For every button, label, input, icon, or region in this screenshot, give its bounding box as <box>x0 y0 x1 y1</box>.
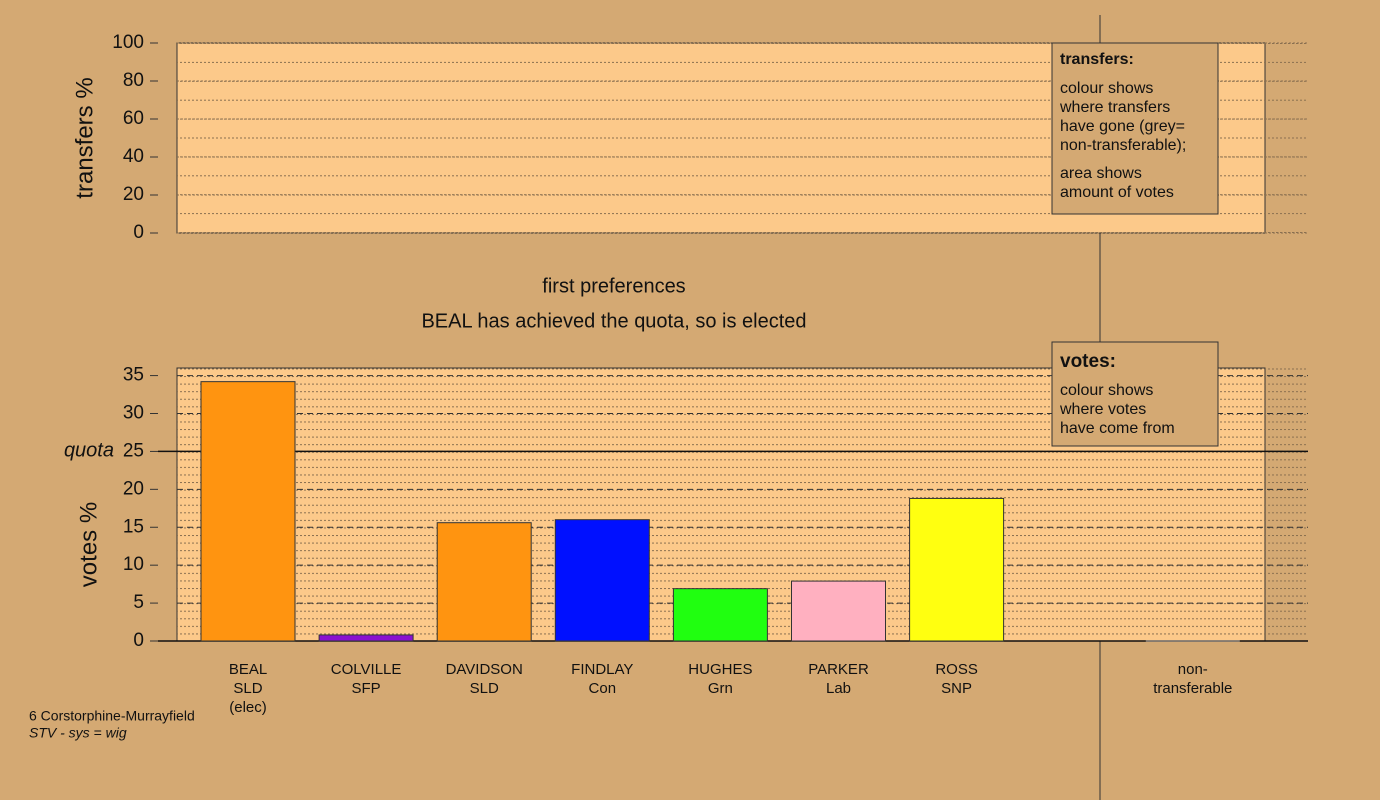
x-tick-label: Lab <box>826 680 851 697</box>
chart-title: first preferences <box>542 275 685 297</box>
legend-text: colour shows <box>1060 382 1153 399</box>
x-tick-label: HUGHES <box>688 661 752 678</box>
x-tick-label: transferable <box>1153 680 1232 697</box>
legend-text: have gone (grey= <box>1060 118 1185 135</box>
x-tick-label: SLD <box>233 680 262 697</box>
x-tick-label: SFP <box>352 680 381 697</box>
legend-box <box>1051 341 1219 447</box>
x-tick-label: PARKER <box>808 661 869 678</box>
x-tick-label: DAVIDSON <box>446 661 523 678</box>
y-tick-label: 0 <box>133 630 144 651</box>
y-tick-label: 15 <box>123 516 144 537</box>
y-tick-label: 25 <box>123 440 144 461</box>
y-tick-label: 20 <box>123 184 144 205</box>
y-axis-title: transfers % <box>71 77 98 198</box>
footer-text: 6 Corstorphine-Murrayfield <box>29 708 195 724</box>
bar <box>436 522 532 642</box>
x-tick-label: non- <box>1178 661 1208 678</box>
y-tick-label: 80 <box>123 70 144 91</box>
x-tick-label: SLD <box>470 680 499 697</box>
bar <box>318 634 414 642</box>
y-axis-title: votes % <box>75 502 102 587</box>
bar <box>672 588 768 642</box>
legend-box <box>1051 42 1219 215</box>
y-tick-label: 100 <box>112 32 144 53</box>
x-tick-label: (elec) <box>229 699 267 716</box>
legend-text: colour shows <box>1060 80 1153 97</box>
bar <box>909 497 1005 642</box>
legend-text: where votes <box>1059 401 1146 418</box>
y-tick-label: 35 <box>123 365 144 386</box>
y-tick-label: 40 <box>123 146 144 167</box>
x-tick-label: BEAL <box>229 661 267 678</box>
x-tick-label: SNP <box>941 680 972 697</box>
x-tick-label: Grn <box>708 680 733 697</box>
legend-title: transfers: <box>1060 51 1134 68</box>
x-tick-label: COLVILLE <box>331 661 402 678</box>
x-tick-label: Con <box>589 680 617 697</box>
y-tick-label: 60 <box>123 108 144 129</box>
legend-text: non-transferable); <box>1060 137 1186 154</box>
legend-text: area shows <box>1060 165 1142 182</box>
y-tick-label: 10 <box>123 554 144 575</box>
y-tick-label: 20 <box>123 478 144 499</box>
legend-text: amount of votes <box>1060 184 1174 201</box>
x-tick-label: ROSS <box>935 661 978 678</box>
chart-subtitle: BEAL has achieved the quota, so is elect… <box>421 310 806 332</box>
legend-text: have come from <box>1060 420 1175 437</box>
y-tick-label: 30 <box>123 403 144 424</box>
quota-label: quota <box>64 440 114 462</box>
y-tick-label: 0 <box>133 222 144 243</box>
x-tick-label: FINDLAY <box>571 661 633 678</box>
legend-text: where transfers <box>1059 99 1170 116</box>
bar <box>200 381 296 642</box>
footer-text: STV - sys = wig <box>29 725 127 741</box>
y-tick-label: 5 <box>133 592 144 613</box>
bar <box>791 580 886 642</box>
bar <box>554 519 650 642</box>
legend-title: votes: <box>1060 351 1116 372</box>
